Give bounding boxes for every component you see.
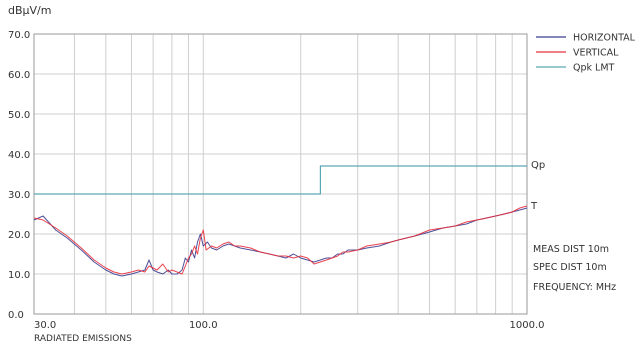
frequency-unit-label: FREQUENCY: MHz — [533, 282, 616, 293]
series-line-horizontal — [33, 207, 528, 277]
y-tick-label: 60.0 — [8, 70, 30, 81]
x-tick-label: 30.0 — [34, 320, 56, 331]
y-tick-label: 30.0 — [8, 190, 30, 201]
legend-label-qpk-lmt: Qpk LMT — [573, 63, 615, 74]
legend-label-vertical: VERTICAL — [573, 48, 619, 59]
x-tick-label: 1000.0 — [510, 320, 545, 331]
x-tick-label: 100.0 — [189, 320, 218, 331]
spec-dist-label: SPEC DIST 10m — [533, 262, 607, 273]
y-tick-label: 40.0 — [8, 150, 30, 161]
legend-label-horizontal: HORIZONTAL — [573, 33, 636, 44]
y-tick-label: 70.0 — [8, 30, 30, 41]
series-line-vertical — [33, 205, 528, 275]
x-tick-labels: 30.0 100.0 1000.0 — [34, 320, 545, 331]
y-tick-label: 0.0 — [8, 310, 24, 321]
series-line-qpk-lmt — [34, 165, 527, 195]
series-layer — [33, 165, 528, 277]
legend: HORIZONTAL VERTICAL Qpk LMT — [536, 33, 636, 74]
y-tick-label: 50.0 — [8, 110, 30, 121]
grid — [34, 33, 527, 315]
t-label: T — [530, 201, 538, 212]
plot-frame — [33, 33, 528, 315]
y-axis-label: dBµV/m — [8, 4, 51, 17]
y-tick-label: 20.0 — [8, 230, 30, 241]
y-tick-label: 10.0 — [8, 270, 30, 281]
meas-dist-label: MEAS DIST 10m — [533, 244, 609, 255]
y-tick-labels: 0.0 10.0 20.0 30.0 40.0 50.0 60.0 70.0 — [8, 30, 30, 321]
qp-label: Qp — [531, 160, 545, 171]
chart-title: RADIATED EMISSIONS — [34, 334, 132, 344]
